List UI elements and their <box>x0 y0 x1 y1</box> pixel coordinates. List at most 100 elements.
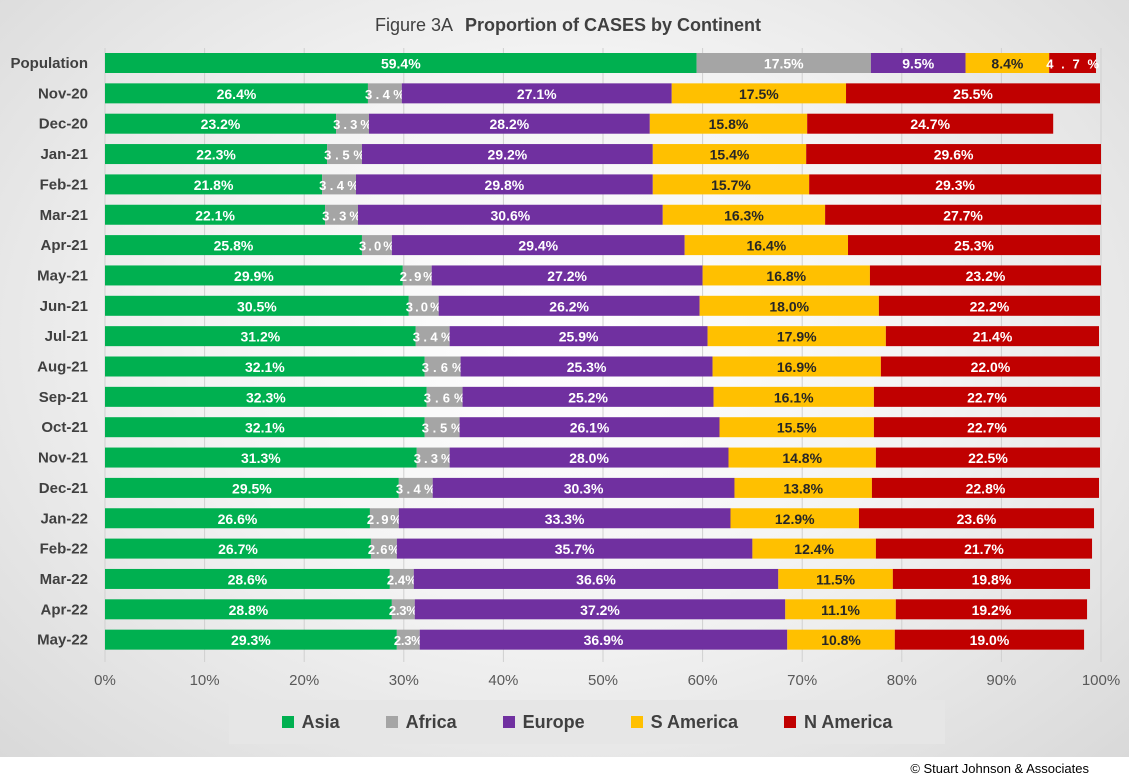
bar-segment <box>105 53 697 73</box>
data-label: 30.3% <box>564 480 604 496</box>
bar-segment <box>806 144 1101 165</box>
bar-segment <box>105 629 397 650</box>
bar-segment <box>369 508 399 529</box>
bar-segment <box>825 204 1101 225</box>
data-label: 30.5% <box>237 298 277 314</box>
data-label: 19.0% <box>970 632 1010 648</box>
x-tick-label: 70% <box>787 672 817 689</box>
data-label: 37.2% <box>580 602 620 618</box>
bar-segment <box>432 477 735 498</box>
data-label: 3.4% <box>396 481 436 496</box>
bar-segment <box>413 568 779 589</box>
data-label: 25.3% <box>567 359 607 375</box>
data-label: 25.9% <box>559 329 599 345</box>
data-label: 35.7% <box>555 541 595 557</box>
data-label: 14.8% <box>782 450 822 466</box>
bar-segment <box>105 113 337 134</box>
legend-label: N America <box>804 711 893 732</box>
legend-label: Asia <box>301 711 340 732</box>
bar-segment <box>398 508 731 529</box>
data-label: 59.4% <box>381 56 421 72</box>
data-label: 19.8% <box>972 571 1012 587</box>
data-label: 3.5% <box>324 148 365 163</box>
data-label: 25.8% <box>214 238 254 254</box>
category-label: Dec-20 <box>39 116 88 133</box>
bar-segment <box>389 568 414 589</box>
category-label: Jan-21 <box>40 146 88 163</box>
bar-segment <box>361 144 653 165</box>
bar-segment <box>459 417 720 438</box>
bar-segment <box>1049 53 1097 73</box>
bar-segment <box>871 477 1100 498</box>
bar-segment <box>873 386 1101 407</box>
category-label: May-22 <box>37 632 88 649</box>
category-label: Oct-21 <box>41 419 88 436</box>
data-label: 29.9% <box>234 268 274 284</box>
bar-segment <box>336 113 369 134</box>
category-label: Apr-21 <box>40 237 88 254</box>
category-label: Aug-21 <box>37 359 88 376</box>
category-label: Apr-22 <box>40 601 88 618</box>
bar-segment <box>870 53 966 73</box>
bar-segment <box>449 326 708 347</box>
x-tick-label: 60% <box>688 672 718 689</box>
category-label: Feb-21 <box>40 176 88 193</box>
chart-title-main: Proportion of CASES by Continent <box>465 15 761 35</box>
data-label: 3.3% <box>333 117 372 132</box>
category-label: Sep-21 <box>39 389 88 406</box>
bar-segment <box>652 144 807 165</box>
bar-segment <box>785 599 896 620</box>
bar-segment <box>869 265 1101 286</box>
legend-label: Africa <box>405 711 457 732</box>
legend-item: Europe <box>502 712 585 733</box>
data-label: 16.4% <box>746 238 786 254</box>
data-label: 29.3% <box>935 177 975 193</box>
data-label: 17.5% <box>764 56 804 72</box>
bar-segment <box>885 326 1100 347</box>
bar-segment <box>965 53 1050 73</box>
bar-segment <box>730 508 859 529</box>
data-label: 9.5% <box>902 56 934 72</box>
bar-segment <box>892 568 1091 589</box>
legend-item: Asia <box>281 711 340 733</box>
bar-segment <box>696 53 871 73</box>
data-label: 28.6% <box>228 571 268 587</box>
copyright-text: © Stuart Johnson & Associates <box>910 761 1089 776</box>
data-label: 3.0% <box>359 239 395 254</box>
data-label: 2.4% <box>387 572 417 587</box>
data-label: 26.6% <box>218 511 258 527</box>
category-label: Jul-21 <box>45 328 88 345</box>
bar-segment <box>719 417 874 438</box>
bar-segment <box>105 447 417 468</box>
x-tick-label: 40% <box>488 672 518 689</box>
x-tick-label: 0% <box>94 672 116 689</box>
bar-segment <box>809 174 1101 195</box>
bar-segment <box>449 447 729 468</box>
bar-segment <box>105 83 368 104</box>
data-label: 36.9% <box>584 632 624 648</box>
data-label: 26.7% <box>218 541 258 557</box>
category-label: Population <box>11 55 89 72</box>
bar-segment <box>416 447 450 468</box>
data-label: 8.4% <box>991 56 1023 72</box>
bar-segment <box>396 629 420 650</box>
legend-item: S America <box>630 712 738 733</box>
bar-segment <box>878 295 1101 316</box>
bar-segment <box>652 174 810 195</box>
data-label: 15.5% <box>777 420 817 436</box>
bar-segment <box>408 295 439 316</box>
data-label: 22.1% <box>195 207 235 223</box>
data-label: 3.3% <box>322 208 361 223</box>
bar-segment <box>426 386 463 407</box>
bar-segment <box>702 265 870 286</box>
data-label: 32.3% <box>246 389 286 405</box>
data-label: 16.8% <box>766 268 806 284</box>
data-label: 11.1% <box>821 602 860 618</box>
bar-segment <box>370 538 397 559</box>
bar-segment <box>787 629 895 650</box>
bar-segment <box>105 326 416 347</box>
bar-segment <box>462 386 714 407</box>
bar-segment <box>424 417 460 438</box>
legend-swatch <box>385 716 398 728</box>
data-label: 2.9% <box>367 512 402 527</box>
